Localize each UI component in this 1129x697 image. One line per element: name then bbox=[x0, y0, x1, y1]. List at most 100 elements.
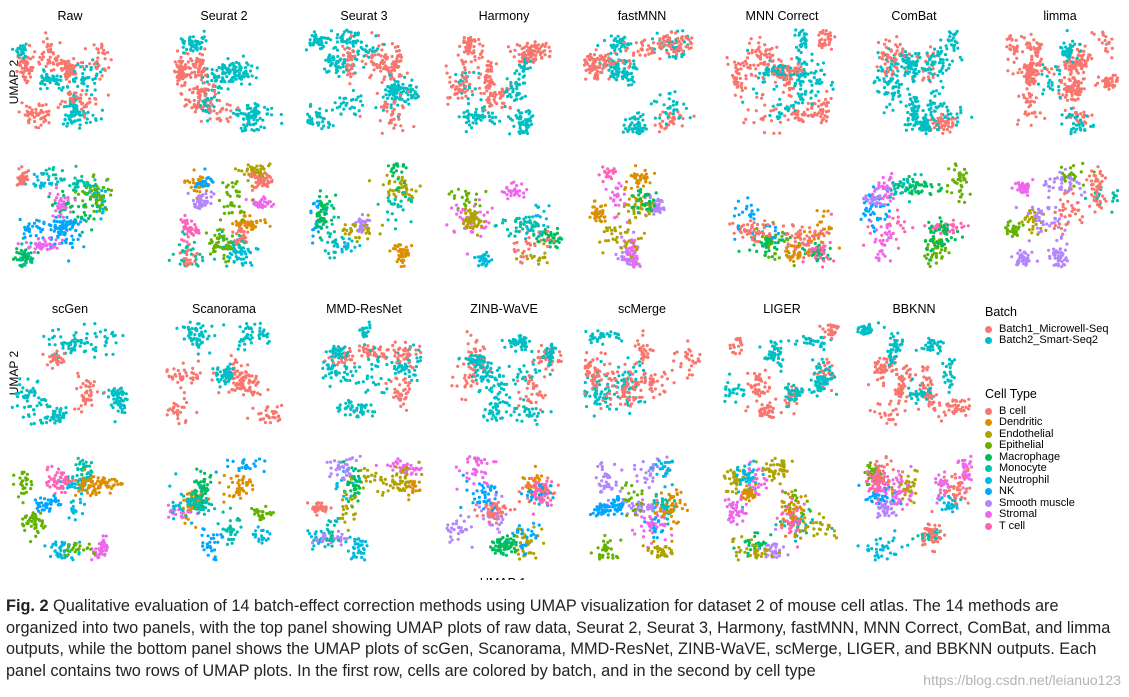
umap-point bbox=[1104, 49, 1108, 53]
umap-point bbox=[1097, 37, 1101, 42]
umap-point bbox=[237, 68, 241, 72]
umap-point bbox=[84, 104, 88, 109]
umap-point bbox=[65, 201, 69, 205]
umap-point bbox=[1076, 80, 1080, 84]
umap-panel-batch bbox=[1005, 29, 1120, 136]
umap-point bbox=[1096, 75, 1101, 79]
umap-point bbox=[773, 80, 778, 84]
umap-point bbox=[636, 49, 640, 54]
umap-point bbox=[70, 234, 74, 238]
umap-point bbox=[448, 80, 452, 84]
umap-point bbox=[73, 70, 77, 74]
umap-point bbox=[222, 65, 227, 69]
umap-point bbox=[366, 50, 370, 55]
umap-point bbox=[786, 118, 790, 122]
umap-point bbox=[473, 87, 477, 91]
umap-point bbox=[33, 119, 37, 124]
umap-point bbox=[464, 94, 468, 98]
umap-point bbox=[324, 109, 328, 113]
umap-point bbox=[91, 113, 95, 117]
umap-point bbox=[55, 219, 59, 224]
umap-point bbox=[359, 40, 363, 44]
umap-point bbox=[615, 78, 619, 82]
umap-point bbox=[54, 209, 58, 213]
umap-point bbox=[952, 32, 956, 37]
umap-point bbox=[528, 48, 532, 52]
umap-point bbox=[1100, 41, 1104, 45]
umap-point bbox=[520, 120, 524, 124]
umap-point bbox=[214, 243, 218, 247]
umap-point bbox=[203, 179, 207, 183]
umap-point bbox=[219, 118, 223, 122]
umap-point bbox=[1071, 60, 1075, 64]
umap-point bbox=[243, 126, 247, 130]
umap-point bbox=[221, 181, 225, 185]
umap-point bbox=[89, 195, 93, 199]
umap-point bbox=[799, 96, 803, 100]
umap-point bbox=[88, 189, 92, 193]
umap-point bbox=[778, 120, 783, 124]
umap-point bbox=[370, 53, 374, 57]
umap-point bbox=[940, 112, 944, 116]
umap-point bbox=[195, 251, 199, 256]
umap-point bbox=[952, 46, 956, 50]
umap-point bbox=[186, 191, 190, 195]
umap-point bbox=[38, 241, 42, 245]
umap-point bbox=[78, 99, 82, 104]
umap-point bbox=[240, 129, 245, 133]
umap-point bbox=[548, 49, 552, 53]
umap-point bbox=[199, 89, 203, 94]
umap-point bbox=[182, 239, 186, 243]
umap-point bbox=[23, 177, 27, 182]
umap-point bbox=[1071, 122, 1076, 126]
umap-point bbox=[198, 252, 202, 256]
umap-point bbox=[232, 71, 236, 75]
umap-point bbox=[268, 224, 272, 228]
umap-point bbox=[880, 57, 885, 61]
umap-point bbox=[882, 77, 886, 81]
umap-point bbox=[61, 215, 65, 219]
umap-point bbox=[888, 102, 892, 106]
method-title-scanorama: Scanorama bbox=[192, 302, 256, 316]
umap-point bbox=[42, 116, 47, 120]
umap-point bbox=[197, 91, 201, 96]
umap-point bbox=[214, 79, 218, 83]
umap-point bbox=[225, 117, 229, 121]
umap-point bbox=[883, 62, 887, 66]
umap-point bbox=[663, 39, 668, 43]
umap-point bbox=[798, 68, 803, 72]
umap-point bbox=[682, 102, 686, 106]
umap-point bbox=[62, 231, 66, 235]
umap-point bbox=[109, 193, 113, 197]
umap-point bbox=[187, 66, 191, 70]
umap-point bbox=[466, 52, 470, 56]
umap-point bbox=[92, 173, 96, 177]
umap-point bbox=[179, 71, 183, 75]
umap-point bbox=[191, 181, 196, 185]
umap-point bbox=[806, 114, 811, 118]
umap-point bbox=[32, 221, 37, 225]
umap-point bbox=[86, 101, 90, 105]
umap-point bbox=[766, 63, 770, 67]
umap-point bbox=[970, 115, 974, 119]
umap-point bbox=[32, 250, 37, 254]
umap-point bbox=[1091, 123, 1095, 127]
umap-point bbox=[745, 48, 750, 53]
umap-point bbox=[632, 51, 636, 55]
umap-point bbox=[523, 57, 527, 61]
umap-point bbox=[60, 238, 64, 242]
umap-point bbox=[947, 63, 952, 67]
umap-point bbox=[312, 201, 316, 205]
umap-point bbox=[248, 69, 253, 73]
umap-point bbox=[765, 48, 769, 52]
umap-point bbox=[386, 85, 390, 89]
umap-point bbox=[71, 238, 75, 242]
umap-point bbox=[325, 70, 329, 74]
umap-point bbox=[312, 38, 317, 42]
umap-point bbox=[36, 226, 41, 230]
umap-point bbox=[206, 87, 210, 91]
umap-point bbox=[192, 70, 197, 74]
umap-point bbox=[185, 232, 189, 236]
umap-point bbox=[651, 41, 656, 45]
umap-point bbox=[58, 41, 62, 45]
